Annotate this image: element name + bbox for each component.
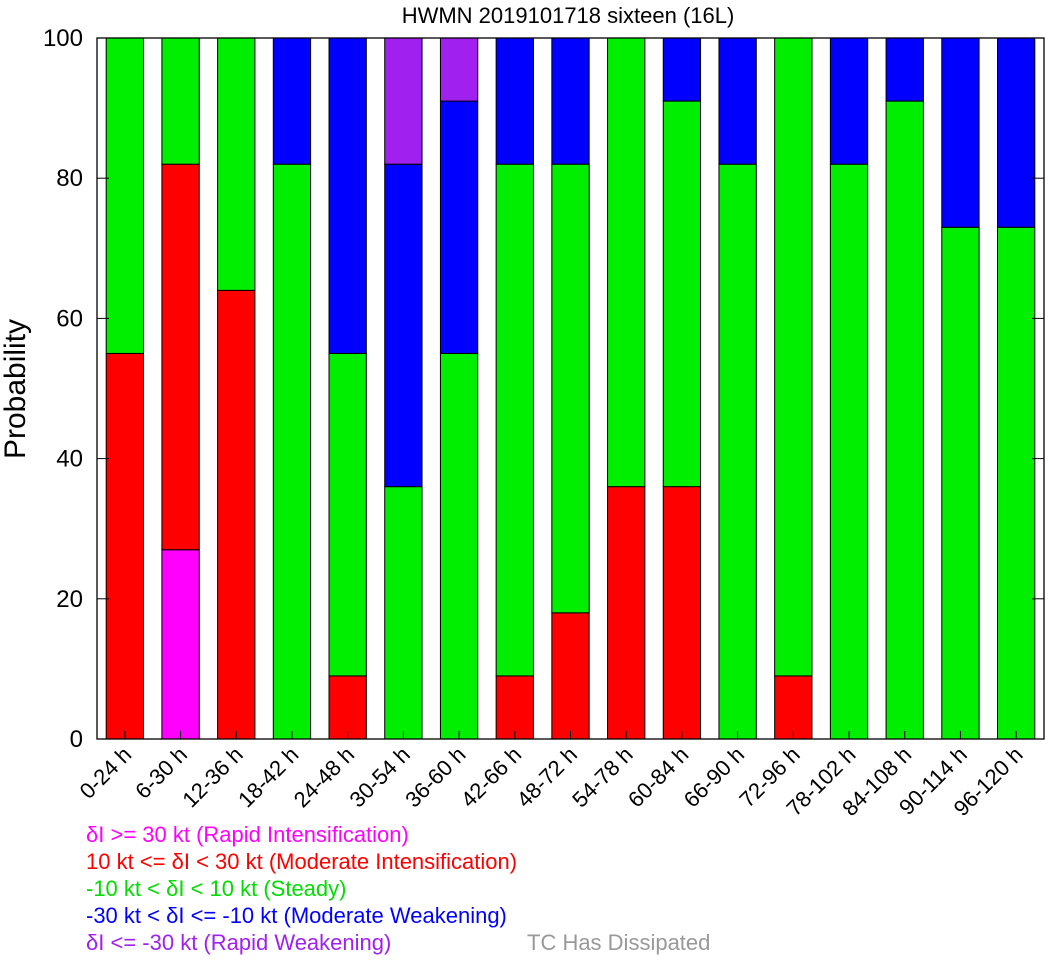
x-tick-label: 36-60 h — [400, 742, 470, 812]
bar-segment-2-8 — [551, 163, 590, 614]
legend-entry-rapid-weakening: δI <= -30 kt (Rapid Weakening) — [86, 930, 392, 955]
bar-segment-2-9 — [607, 37, 646, 488]
chart-title: HWMN 2019101718 sixteen (16L) — [402, 3, 735, 28]
plot-frame — [96, 37, 1045, 740]
bar-segment-3-6 — [439, 100, 479, 354]
bar-segment-3-16 — [996, 37, 1036, 228]
bar-segment-2-3 — [272, 163, 312, 740]
bar-segment-1-2 — [217, 289, 256, 740]
bar-segment-3-5 — [384, 163, 423, 488]
bars-group — [105, 37, 1036, 740]
x-tick-label: 48-72 h — [512, 742, 582, 812]
x-tick-label: 42-66 h — [456, 742, 526, 812]
y-tick-label: 60 — [56, 305, 83, 332]
bar-segment-2-6 — [439, 352, 479, 740]
bar-segment-3-7 — [495, 37, 534, 165]
x-tick-label: 30-54 h — [344, 742, 414, 812]
legend-entry-dissipated: TC Has Dissipated — [527, 930, 711, 955]
bar-segment-2-7 — [495, 163, 534, 677]
legend-entry-steady: -10 kt < δI < 10 kt (Steady) — [86, 876, 347, 901]
bar-segment-1-9 — [607, 486, 646, 740]
bar-segment-2-11 — [718, 163, 757, 740]
bar-segment-1-10 — [662, 486, 702, 740]
bar-segment-3-13 — [829, 37, 869, 165]
x-tick-label: 24-48 h — [289, 742, 359, 812]
bar-segment-3-10 — [662, 37, 702, 102]
bar-segment-1-12 — [774, 675, 813, 740]
x-tick-label: 66-90 h — [679, 742, 749, 812]
bar-segment-2-12 — [774, 37, 813, 677]
legend: δI >= 30 kt (Rapid Intensification) 10 k… — [86, 821, 517, 956]
legend-entry-moderate-intensification: 10 kt <= δI < 30 kt (Moderate Intensific… — [86, 849, 518, 874]
bar-segment-0-1 — [161, 549, 200, 740]
bar-segment-2-15 — [941, 226, 980, 740]
bar-segment-4-6 — [439, 37, 479, 102]
bar-segment-3-8 — [551, 37, 590, 165]
bar-segment-1-8 — [551, 612, 590, 740]
bar-segment-2-14 — [885, 100, 924, 740]
bar-segment-2-16 — [996, 226, 1036, 740]
y-tick-label: 80 — [56, 165, 83, 192]
bar-segment-2-0 — [105, 37, 145, 354]
x-tick-label: 54-78 h — [567, 742, 637, 812]
y-tick-label: 20 — [56, 586, 83, 613]
bar-segment-3-15 — [941, 37, 980, 228]
x-tick-label: 12-36 h — [177, 742, 247, 812]
y-tick-label: 40 — [56, 446, 83, 473]
bar-segment-3-14 — [885, 37, 924, 102]
y-tick-label: 100 — [43, 25, 83, 52]
x-tick-label: 18-42 h — [233, 742, 303, 812]
bar-segment-1-4 — [328, 675, 367, 740]
y-axis-label: Probability — [0, 319, 32, 459]
bar-segment-1-1 — [161, 163, 200, 551]
bar-segment-2-13 — [829, 163, 869, 740]
bar-segment-1-0 — [105, 352, 145, 740]
x-tick-label: 60-84 h — [623, 742, 693, 812]
bar-segment-2-10 — [662, 100, 702, 488]
bar-segment-2-1 — [161, 37, 200, 165]
bar-segment-1-7 — [495, 675, 534, 740]
bar-segment-2-2 — [217, 37, 256, 291]
bar-segment-3-4 — [328, 37, 367, 354]
bar-segment-4-5 — [384, 37, 423, 165]
y-tick-label: 0 — [70, 726, 83, 753]
bar-segment-3-3 — [272, 37, 312, 165]
x-tick-label: 0-24 h — [75, 742, 137, 804]
bar-segment-2-4 — [328, 352, 367, 677]
bar-segment-2-5 — [384, 486, 423, 740]
bar-segment-3-11 — [718, 37, 757, 165]
legend-entry-moderate-weakening: -30 kt < δI <= -10 kt (Moderate Weakenin… — [86, 903, 507, 928]
legend-entry-rapid-intensification: δI >= 30 kt (Rapid Intensification) — [86, 822, 409, 847]
